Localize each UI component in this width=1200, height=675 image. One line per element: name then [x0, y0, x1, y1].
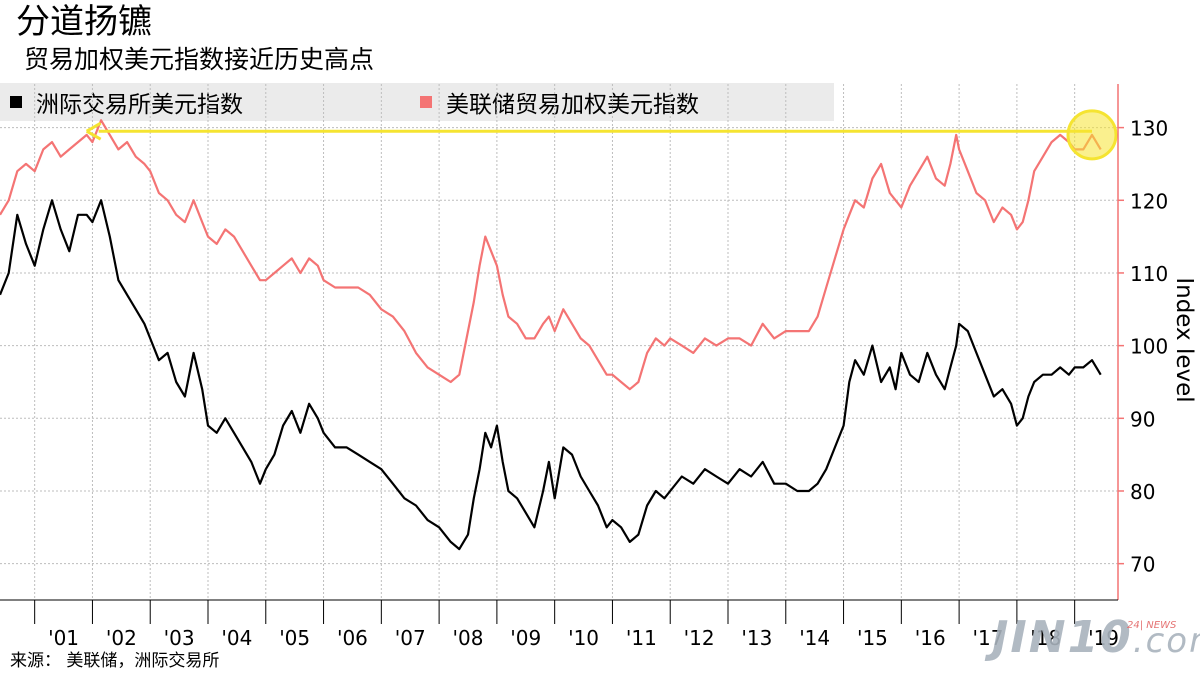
x-tick-label-2015: '15 [857, 626, 888, 650]
x-tick-label-2009: '09 [510, 626, 541, 650]
source-note: 来源： 美联储，洲际交易所 [10, 651, 220, 671]
legend-swatch-ice-dxy [10, 96, 22, 108]
annotation-arrow-head [85, 121, 102, 141]
legend-label-fed-twd: 美联储贸易加权美元指数 [446, 92, 699, 118]
y-tick-label-130: 130 [1130, 117, 1168, 141]
x-tick-label-2002: '02 [106, 626, 137, 650]
y-tick-label-110: 110 [1130, 262, 1168, 286]
x-tick-label-2010: '10 [568, 626, 599, 650]
x-tick-label-2017: '17 [973, 626, 1004, 650]
x-tick-label-2016: '16 [915, 626, 946, 650]
series-line-0 [0, 199, 1102, 551]
y-tick-label-90: 90 [1130, 407, 1155, 431]
watermark-logo: JIN10.com [992, 612, 1200, 663]
x-tick-label-2013: '13 [741, 626, 772, 650]
y-axis-title: Index level [1171, 277, 1197, 402]
watermark-badge: 24| NEWS [1127, 620, 1177, 631]
y-tick-label-120: 120 [1130, 189, 1168, 213]
x-tick-label-2011: '11 [626, 626, 657, 650]
x-tick-label-2006: '06 [337, 626, 368, 650]
y-tick-label-80: 80 [1130, 480, 1155, 504]
x-tick-label-2004: '04 [221, 626, 252, 650]
watermark-brand: JIN10 [992, 612, 1133, 663]
chart-subtitle: 贸易加权美元指数接近历史高点 [24, 45, 375, 74]
x-tick-label-2014: '14 [799, 626, 830, 650]
chart-title: 分道扬镳 [16, 2, 152, 42]
x-tick-label-2001: '01 [48, 626, 79, 650]
x-tick-label-2008: '08 [453, 626, 484, 650]
x-tick-label-2003: '03 [164, 626, 195, 650]
x-tick-label-2018: '18 [1030, 626, 1061, 650]
y-tick-label-100: 100 [1130, 335, 1168, 359]
x-tick-label-2005: '05 [279, 626, 310, 650]
legend-swatch-fed-twd [420, 96, 432, 108]
highlight-circle [1066, 109, 1118, 161]
x-tick-label-2019: '19 [1088, 626, 1119, 650]
legend-item-fed-twd: 美联储贸易加权美元指数 [420, 83, 699, 121]
x-tick-label-2012: '12 [684, 626, 715, 650]
x-tick-label-2007: '07 [395, 626, 426, 650]
watermark-suffix: .com [1132, 621, 1200, 661]
series-line-1 [0, 119, 1102, 391]
y-tick-label-70: 70 [1130, 553, 1155, 577]
